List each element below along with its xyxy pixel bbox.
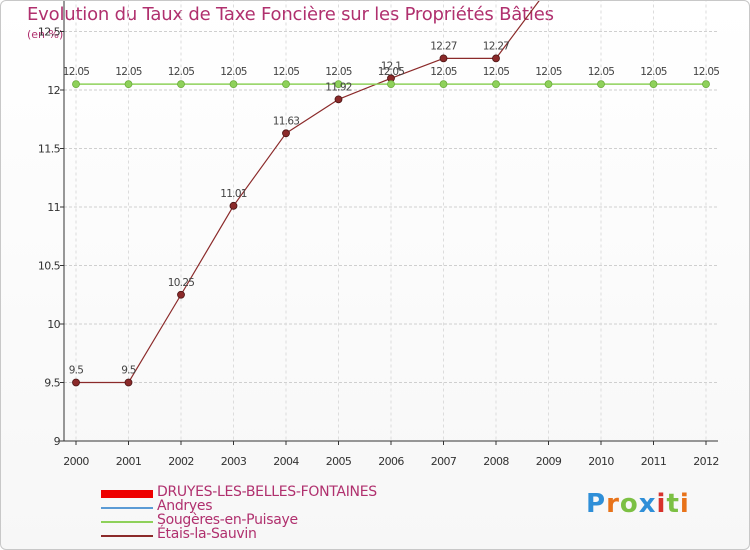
logo-letter: P (586, 489, 607, 519)
data-point (544, 80, 553, 89)
y-tick-label: 11 (47, 201, 60, 214)
legend-label: Andryes (157, 498, 213, 514)
x-tick-label: 2009 (536, 455, 562, 468)
x-tick-label: 2001 (116, 455, 142, 468)
data-point (124, 80, 133, 89)
data-label: 12.05 (168, 66, 195, 78)
logo-letter: i (679, 489, 690, 519)
data-label: 12.27 (483, 40, 510, 52)
data-point (492, 80, 500, 89)
legend-swatch (101, 490, 153, 498)
data-point (282, 80, 290, 89)
x-tick-label: 2007 (431, 455, 457, 468)
legend-label: Sougères-en-Puisaye (157, 512, 298, 528)
data-label: 9.5 (121, 365, 136, 377)
logo-letter: x (638, 489, 657, 519)
x-tick-label: 2003 (221, 455, 247, 468)
data-point (387, 80, 395, 89)
chart-title: Evolution du Taux de Taxe Foncière sur l… (27, 4, 554, 25)
data-label: 12.27 (430, 40, 457, 52)
data-label: 10.25 (168, 277, 195, 289)
x-tick-label: 2002 (168, 455, 194, 468)
data-point (439, 80, 448, 89)
legend-swatch (101, 521, 153, 523)
chart-subtitle: (en %) (27, 28, 64, 41)
data-label: 12.05 (378, 66, 405, 78)
data-label: 11.92 (325, 81, 352, 93)
data-label: 11.63 (273, 115, 300, 127)
data-label: 12.05 (325, 66, 352, 78)
y-tick-label: 11.5 (38, 143, 61, 156)
y-tick-label: 10 (47, 318, 60, 331)
data-point (334, 95, 343, 104)
data-label: 12.05 (483, 66, 510, 78)
data-label: 9.5 (69, 365, 84, 377)
data-label: 12.05 (535, 66, 562, 78)
data-point (439, 54, 448, 63)
legend-swatch (101, 507, 153, 509)
series-3 (72, 1, 540, 387)
data-label: 12.05 (640, 66, 667, 78)
logo-letter: r (606, 489, 620, 519)
y-tick-label: 9 (54, 435, 61, 448)
logo-letter: o (619, 489, 639, 519)
x-tick-label: 2000 (63, 455, 89, 468)
data-label: 12.05 (588, 66, 615, 78)
legend-label: DRUYES-LES-BELLES-FONTAINES (157, 484, 377, 500)
y-tick-label: 12 (47, 84, 60, 97)
data-label: 12.05 (63, 66, 90, 78)
logo-letter: i (656, 489, 667, 519)
x-tick-label: 2011 (641, 455, 667, 468)
data-label: 12.05 (273, 66, 300, 78)
y-tick-label: 9.5 (44, 377, 60, 390)
x-tick-label: 2010 (588, 455, 614, 468)
y-tick-label: 12.5 (38, 26, 61, 39)
proxiti-logo: Proxiti (586, 489, 690, 519)
data-point (492, 54, 500, 63)
data-label: 12.05 (693, 66, 720, 78)
data-point (229, 201, 238, 210)
data-point (177, 80, 185, 89)
data-point (649, 80, 658, 89)
data-point (334, 80, 343, 89)
data-label: 12.05 (430, 66, 457, 78)
x-tick-label: 2008 (483, 455, 509, 468)
data-label: 12.05 (115, 66, 142, 78)
data-label: 12.05 (220, 66, 247, 78)
x-tick-label: 2005 (326, 455, 352, 468)
data-point (124, 378, 133, 387)
x-tick-label: 2012 (693, 455, 719, 468)
data-point (229, 80, 238, 89)
series-2 (72, 80, 710, 89)
data-point (177, 290, 185, 299)
logo-letter: t (666, 489, 680, 519)
data-label: 11.01 (220, 188, 247, 200)
legend-swatch (101, 535, 153, 537)
y-tick-label: 10.5 (38, 260, 61, 273)
legend-label: Étais-la-Sauvin (157, 526, 257, 542)
data-point (72, 378, 80, 387)
data-point (597, 80, 605, 89)
data-label: 12.1 (381, 60, 402, 72)
x-tick-label: 2006 (378, 455, 404, 468)
x-tick-label: 2004 (273, 455, 299, 468)
data-point (282, 129, 290, 138)
data-point (702, 80, 710, 89)
data-point (72, 80, 80, 89)
